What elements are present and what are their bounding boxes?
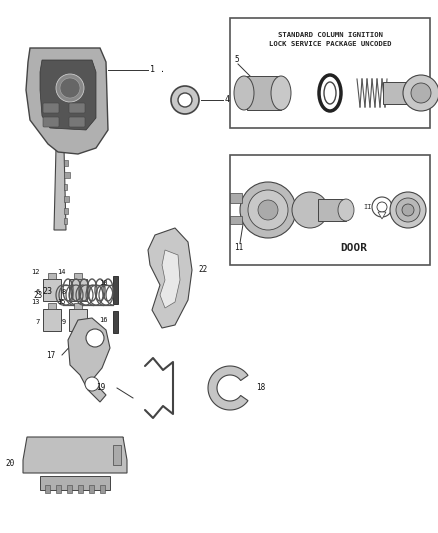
Bar [64, 184, 67, 190]
Ellipse shape [271, 76, 291, 110]
Polygon shape [208, 366, 248, 410]
Ellipse shape [338, 199, 354, 221]
Text: 22: 22 [198, 265, 207, 274]
Polygon shape [40, 60, 96, 130]
Circle shape [86, 329, 104, 347]
Bar [69, 309, 87, 331]
Text: 19: 19 [96, 384, 105, 392]
Text: 6: 6 [36, 289, 40, 295]
Text: 4: 4 [225, 95, 230, 104]
Text: 18: 18 [256, 384, 265, 392]
Bar [69, 279, 87, 301]
Bar [230, 18, 430, 128]
Polygon shape [378, 212, 386, 219]
Bar [64, 160, 68, 166]
Bar [48, 273, 56, 279]
Bar [43, 309, 61, 331]
Bar [230, 193, 242, 203]
Circle shape [85, 377, 99, 391]
Circle shape [240, 182, 296, 238]
FancyBboxPatch shape [43, 117, 59, 127]
Text: 23: 23 [34, 290, 43, 300]
Text: DOOR: DOOR [340, 243, 367, 253]
Bar [40, 476, 110, 490]
Text: 11: 11 [234, 243, 243, 252]
Bar [230, 155, 430, 265]
FancyBboxPatch shape [43, 103, 59, 113]
Bar [74, 303, 82, 309]
Circle shape [56, 74, 84, 102]
Bar [48, 303, 56, 309]
Text: II: II [364, 204, 372, 210]
Bar [64, 172, 70, 178]
Circle shape [178, 93, 192, 107]
Bar [64, 196, 69, 202]
Circle shape [60, 78, 80, 98]
Bar [45, 485, 49, 493]
Text: 15: 15 [57, 299, 66, 305]
Text: 7: 7 [36, 319, 40, 325]
Bar [247, 76, 281, 110]
Text: 9: 9 [62, 319, 66, 325]
Text: 23: 23 [42, 287, 52, 296]
Bar [74, 273, 82, 279]
Polygon shape [148, 228, 192, 328]
Circle shape [411, 83, 431, 103]
Circle shape [402, 204, 414, 216]
Circle shape [171, 86, 199, 114]
Ellipse shape [324, 82, 336, 104]
Polygon shape [54, 148, 66, 230]
Text: 5: 5 [234, 55, 239, 64]
Circle shape [372, 197, 392, 217]
Ellipse shape [234, 76, 254, 110]
Bar [383, 82, 407, 104]
Bar [64, 208, 68, 214]
Bar [113, 311, 117, 333]
Bar [113, 276, 117, 304]
Text: 16: 16 [99, 317, 108, 323]
FancyBboxPatch shape [69, 103, 85, 113]
Text: STANDARD COLUMN IGNITION
LOCK SERVICE PACKAGE UNCODED: STANDARD COLUMN IGNITION LOCK SERVICE PA… [269, 32, 391, 46]
Circle shape [396, 198, 420, 222]
Bar [88, 485, 93, 493]
Text: 17: 17 [46, 351, 55, 359]
Text: 1 .: 1 . [150, 66, 165, 75]
Circle shape [377, 202, 387, 212]
Bar [78, 485, 82, 493]
FancyBboxPatch shape [69, 117, 85, 127]
Text: 20: 20 [5, 458, 14, 467]
Polygon shape [23, 437, 127, 473]
Text: 8: 8 [62, 289, 66, 295]
Bar [63, 284, 113, 306]
Polygon shape [26, 48, 108, 154]
Bar [230, 216, 242, 224]
Bar [99, 485, 105, 493]
Polygon shape [160, 250, 180, 308]
Circle shape [292, 192, 328, 228]
Text: 12: 12 [32, 269, 40, 275]
Bar [64, 218, 67, 224]
Circle shape [390, 192, 426, 228]
Polygon shape [68, 318, 110, 402]
Bar [67, 485, 71, 493]
Bar [318, 199, 346, 221]
Bar [43, 279, 61, 301]
Circle shape [403, 75, 438, 111]
Text: 13: 13 [32, 299, 40, 305]
Text: 10: 10 [99, 280, 108, 286]
Bar [56, 485, 60, 493]
Text: 14: 14 [57, 269, 66, 275]
Ellipse shape [319, 75, 341, 111]
Circle shape [248, 190, 288, 230]
Circle shape [258, 200, 278, 220]
Bar [113, 445, 121, 465]
